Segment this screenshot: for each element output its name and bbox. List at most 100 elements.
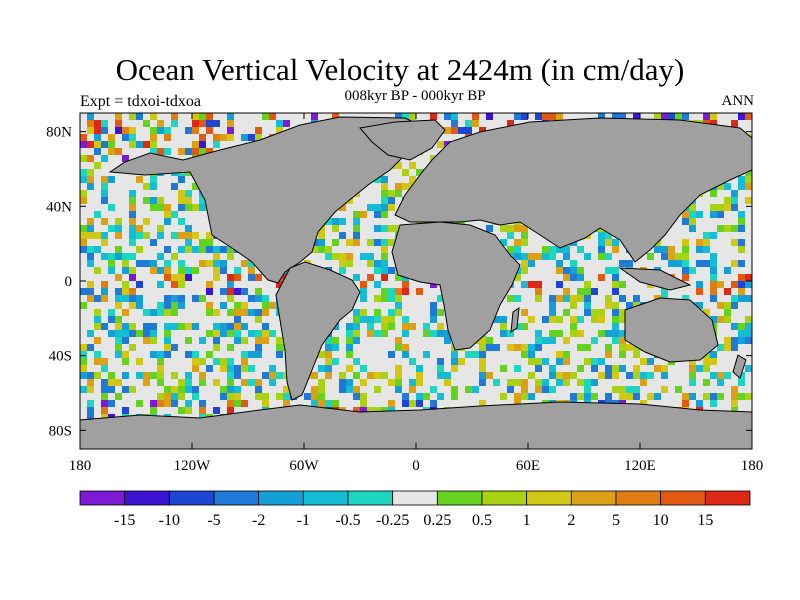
- field-cell: [94, 246, 101, 253]
- field-cell: [437, 372, 444, 379]
- field-cell: [199, 148, 206, 155]
- field-cell: [479, 379, 486, 386]
- field-cell: [584, 309, 591, 316]
- field-cell: [367, 253, 374, 260]
- field-cell: [199, 246, 206, 253]
- field-cell: [192, 267, 199, 274]
- field-cell: [514, 393, 521, 400]
- field-cell: [185, 400, 192, 407]
- field-cell: [703, 365, 710, 372]
- field-cell: [94, 316, 101, 323]
- field-cell: [87, 246, 94, 253]
- field-cell: [80, 344, 87, 351]
- field-cell: [549, 302, 556, 309]
- field-cell: [101, 358, 108, 365]
- field-cell: [262, 393, 269, 400]
- field-cell: [402, 316, 409, 323]
- field-cell: [584, 288, 591, 295]
- field-cell: [199, 113, 206, 120]
- field-cell: [87, 232, 94, 239]
- field-cell: [563, 246, 570, 253]
- field-cell: [171, 393, 178, 400]
- field-cell: [108, 386, 115, 393]
- field-cell: [171, 400, 178, 407]
- field-cell: [220, 323, 227, 330]
- colorbar-label: -0.25: [376, 512, 409, 529]
- field-cell: [521, 267, 528, 274]
- field-cell: [409, 400, 416, 407]
- field-cell: [136, 330, 143, 337]
- field-cell: [542, 253, 549, 260]
- field-cell: [276, 120, 283, 127]
- field-cell: [87, 386, 94, 393]
- field-cell: [122, 134, 129, 141]
- field-cell: [213, 267, 220, 274]
- lon-tick-label: 0: [412, 458, 420, 474]
- field-cell: [227, 400, 234, 407]
- field-cell: [115, 379, 122, 386]
- field-cell: [416, 372, 423, 379]
- field-cell: [724, 302, 731, 309]
- field-cell: [605, 365, 612, 372]
- field-cell: [171, 120, 178, 127]
- field-cell: [521, 260, 528, 267]
- field-cell: [87, 127, 94, 134]
- field-cell: [199, 400, 206, 407]
- field-cell: [402, 330, 409, 337]
- field-cell: [157, 351, 164, 358]
- field-cell: [255, 295, 262, 302]
- field-cell: [549, 253, 556, 260]
- field-cell: [136, 400, 143, 407]
- field-cell: [276, 372, 283, 379]
- field-cell: [689, 204, 696, 211]
- field-cell: [724, 309, 731, 316]
- field-cell: [101, 141, 108, 148]
- field-cell: [402, 288, 409, 295]
- field-cell: [640, 372, 647, 379]
- field-cell: [598, 274, 605, 281]
- field-cell: [388, 309, 395, 316]
- field-cell: [374, 211, 381, 218]
- field-cell: [129, 295, 136, 302]
- field-cell: [255, 274, 262, 281]
- field-cell: [248, 309, 255, 316]
- field-cell: [535, 358, 542, 365]
- field-cell: [619, 309, 626, 316]
- field-cell: [570, 393, 577, 400]
- field-cell: [395, 274, 402, 281]
- field-cell: [241, 309, 248, 316]
- field-cell: [185, 386, 192, 393]
- field-cell: [234, 337, 241, 344]
- field-cell: [213, 134, 220, 141]
- field-cell: [185, 351, 192, 358]
- field-cell: [129, 344, 136, 351]
- field-cell: [206, 239, 213, 246]
- field-cell: [654, 113, 661, 120]
- field-cell: [640, 400, 647, 407]
- field-cell: [199, 260, 206, 267]
- field-cell: [745, 169, 752, 176]
- field-cell: [311, 246, 318, 253]
- field-cell: [164, 351, 171, 358]
- field-cell: [248, 267, 255, 274]
- field-cell: [143, 197, 150, 204]
- field-cell: [605, 330, 612, 337]
- field-cell: [556, 379, 563, 386]
- field-cell: [164, 344, 171, 351]
- field-cell: [451, 393, 458, 400]
- field-cell: [598, 253, 605, 260]
- field-cell: [122, 155, 129, 162]
- field-cell: [528, 358, 535, 365]
- field-cell: [402, 393, 409, 400]
- field-cell: [367, 239, 374, 246]
- field-cell: [94, 295, 101, 302]
- field-cell: [409, 281, 416, 288]
- field-cell: [416, 288, 423, 295]
- field-cell: [563, 337, 570, 344]
- field-cell: [619, 330, 626, 337]
- field-cell: [535, 281, 542, 288]
- field-cell: [115, 302, 122, 309]
- field-cell: [178, 176, 185, 183]
- field-cell: [402, 400, 409, 407]
